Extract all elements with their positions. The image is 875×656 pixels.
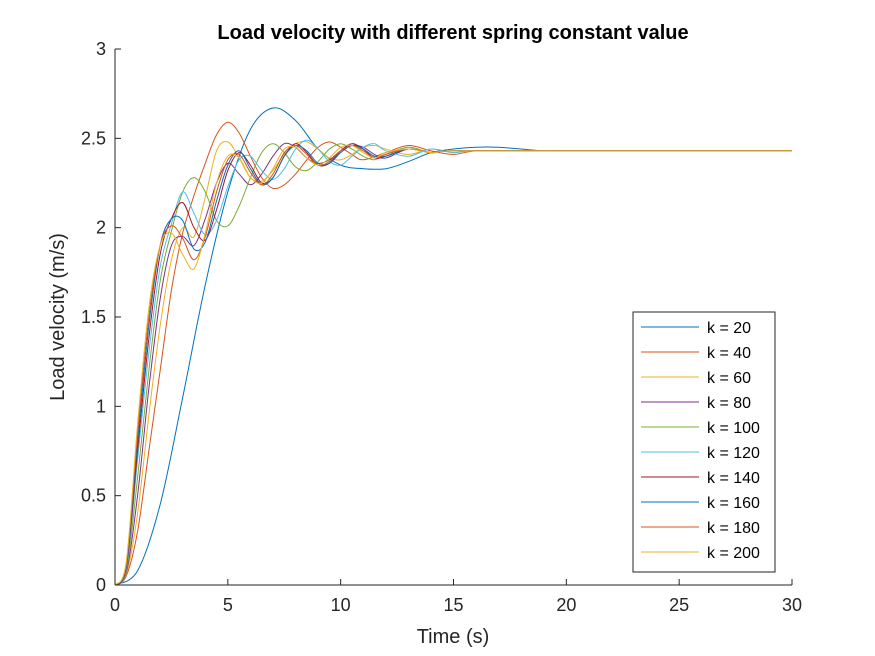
x-tick-label: 30 [782,595,802,615]
legend-box [632,311,776,573]
legend: k = 20 k = 40 k = 60 k = 80 k = 100 k = 120 k … [632,311,776,573]
x-tick-label: 20 [556,595,576,615]
x-axis-label: Time (s) [417,626,490,648]
axes-layer: 0 5 10 15 20 25 30 0 0.5 1 1.5 2 2.5 3 [81,39,802,615]
x-tick-label: 15 [443,595,463,615]
legend-label: k = 160 [707,495,760,512]
y-tick-label: 1.5 [81,307,106,327]
y-tick-label: 1 [96,396,106,416]
series-line-10 [114,144,792,586]
x-tick-label: 0 [110,595,120,615]
legend-label: k = 40 [707,345,751,362]
legend-label: k = 20 [707,320,751,337]
y-tick-label: 2.5 [81,128,106,148]
series-line-6 [114,139,792,586]
legend-label: k = 200 [707,545,760,562]
legend-label: k = 120 [707,445,760,462]
x-tick-label: 25 [669,595,689,615]
x-tick-label: 5 [223,595,233,615]
series-line-5 [114,143,792,586]
legend-label: k = 140 [707,470,760,487]
y-tick-label: 2 [96,218,106,238]
x-tick-label: 10 [331,595,351,615]
legend-label: k = 100 [707,420,760,437]
series-layer [114,107,792,586]
chart-title: Load velocity with different spring cons… [217,22,688,44]
legend-label: k = 180 [707,520,760,537]
y-tick-label: 0.5 [81,486,106,506]
y-axis-label: Load velocity (m/s) [47,233,69,401]
series-line-2 [114,121,792,586]
y-tick-label: 3 [96,39,106,59]
legend-label: k = 80 [707,395,751,412]
legend-label: k = 60 [707,370,751,387]
y-tick-label: 0 [96,575,106,595]
